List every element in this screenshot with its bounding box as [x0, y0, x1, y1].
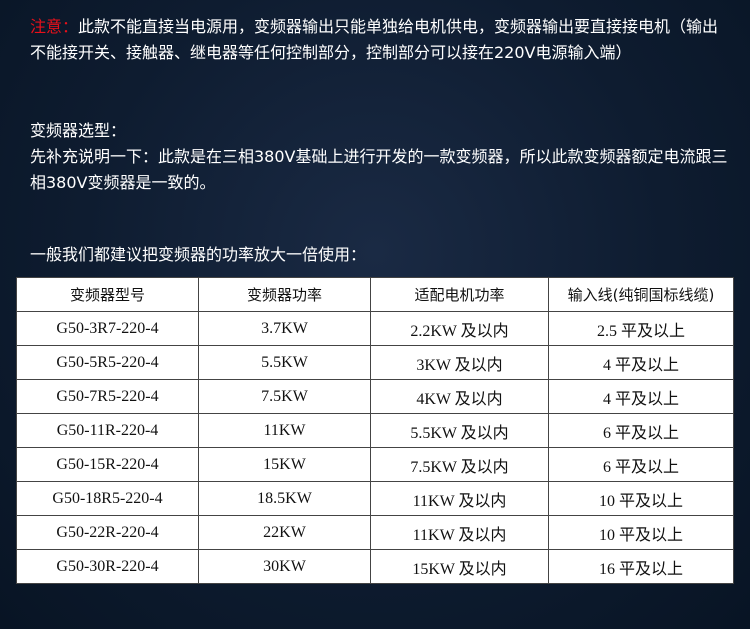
header-cell: 适配电机功率 — [370, 277, 549, 312]
header-cell: 输入线(纯铜国标线缆) — [548, 277, 734, 312]
table-row: G50-18R5-220-4 18.5KW 11KW 及以内 10 平及以上 — [16, 481, 734, 516]
header-cell: 变频器功率 — [198, 277, 371, 312]
table-cell: G50-3R7-220-4 — [16, 311, 199, 346]
table-row: G50-30R-220-4 30KW 15KW 及以内 16 平及以上 — [16, 549, 734, 584]
intro-text: 先补充说明一下：此款是在三相380V基础上进行开发的一款变频器，所以此款变频器额… — [30, 147, 728, 192]
table-cell: 7.5KW — [198, 379, 371, 414]
recommend-text: 一般我们都建议把变频器的功率放大一倍使用： — [30, 245, 367, 264]
table-cell: 6 平及以上 — [548, 413, 734, 448]
table-cell: 15KW 及以内 — [370, 549, 549, 584]
table-cell: G50-15R-220-4 — [16, 447, 199, 482]
table-cell: 11KW — [198, 413, 371, 448]
spec-table: 变频器型号 变频器功率 适配电机功率 输入线(纯铜国标线缆) G50-3R7-2… — [16, 277, 734, 584]
table-cell: 3.7KW — [198, 311, 371, 346]
table-cell: 4 平及以上 — [548, 379, 734, 414]
table-cell: 16 平及以上 — [548, 549, 734, 584]
table-row: G50-3R7-220-4 3.7KW 2.2KW 及以内 2.5 平及以上 — [16, 311, 734, 346]
table-cell: 22KW — [198, 515, 371, 550]
table-cell: G50-30R-220-4 — [16, 549, 199, 584]
selection-title: 变频器选型： — [30, 121, 127, 140]
table-cell: 10 平及以上 — [548, 481, 734, 516]
table-cell: G50-11R-220-4 — [16, 413, 199, 448]
table-cell: 15KW — [198, 447, 371, 482]
table-row: G50-5R5-220-4 5.5KW 3KW 及以内 4 平及以上 — [16, 345, 734, 380]
table-cell: 4 平及以上 — [548, 345, 734, 380]
notice-text: 注意：此款不能直接当电源用，变频器输出只能单独给电机供电，变频器输出要直接接电机… — [30, 14, 730, 66]
table-row: G50-15R-220-4 15KW 7.5KW 及以内 6 平及以上 — [16, 447, 734, 482]
table-cell: 6 平及以上 — [548, 447, 734, 482]
table-row: G50-7R5-220-4 7.5KW 4KW 及以内 4 平及以上 — [16, 379, 734, 414]
notice-body: 此款不能直接当电源用，变频器输出只能单独给电机供电，变频器输出要直接接电机（输出… — [30, 17, 719, 62]
table-row: G50-11R-220-4 11KW 5.5KW 及以内 6 平及以上 — [16, 413, 734, 448]
table-header-row: 变频器型号 变频器功率 适配电机功率 输入线(纯铜国标线缆) — [16, 277, 734, 312]
table-cell: 11KW 及以内 — [370, 481, 549, 516]
table-cell: 2.5 平及以上 — [548, 311, 734, 346]
table-row: G50-22R-220-4 22KW 11KW 及以内 10 平及以上 — [16, 515, 734, 550]
table-cell: 18.5KW — [198, 481, 371, 516]
table-cell: 7.5KW 及以内 — [370, 447, 549, 482]
table-cell: 11KW 及以内 — [370, 515, 549, 550]
table-cell: G50-22R-220-4 — [16, 515, 199, 550]
notice-label: 注意： — [30, 17, 79, 36]
table-cell: 30KW — [198, 549, 371, 584]
table-cell: 3KW 及以内 — [370, 345, 549, 380]
table-cell: 5.5KW 及以内 — [370, 413, 549, 448]
table-cell: 10 平及以上 — [548, 515, 734, 550]
header-cell: 变频器型号 — [16, 277, 199, 312]
table-cell: G50-7R5-220-4 — [16, 379, 199, 414]
table-cell: 2.2KW 及以内 — [370, 311, 549, 346]
table-cell: G50-18R5-220-4 — [16, 481, 199, 516]
table-cell: G50-5R5-220-4 — [16, 345, 199, 380]
table-cell: 5.5KW — [198, 345, 371, 380]
table-cell: 4KW 及以内 — [370, 379, 549, 414]
